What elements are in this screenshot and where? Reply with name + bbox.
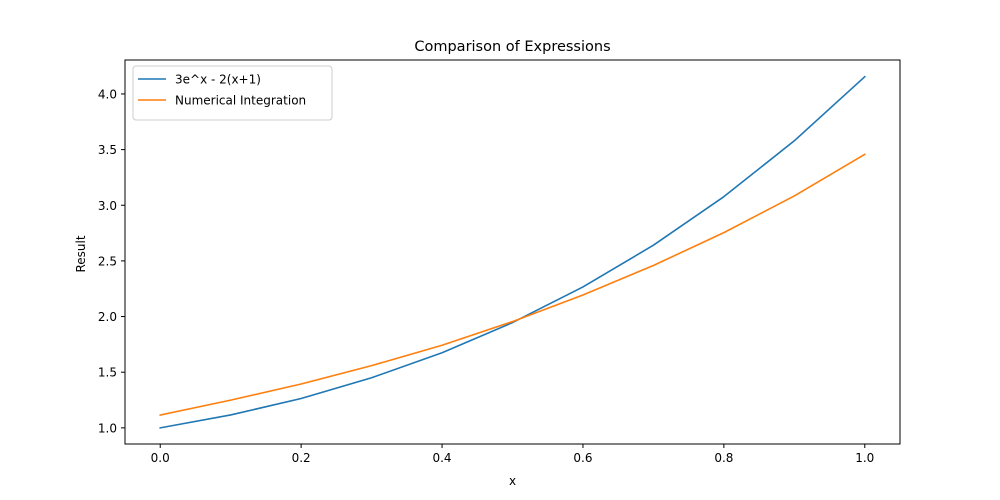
series-layer (159, 75, 866, 429)
x-tick-label: 0.8 (714, 451, 733, 465)
legend-box (132, 65, 333, 121)
x-tick-label: 0.6 (573, 451, 592, 465)
y-axis: 1.0 1.5 2.0 2.5 3.0 3.5 4.0 (98, 87, 125, 435)
x-tick-label: 1.0 (855, 451, 874, 465)
legend-label-1: 3e^x - 2(x+1) (175, 73, 261, 87)
y-tick-label: 1.5 (98, 366, 117, 380)
y-tick-label: 3.5 (98, 143, 117, 157)
y-tick-label: 2.0 (98, 310, 117, 324)
series-line-2 (159, 153, 866, 417)
x-axis-label: x (509, 474, 516, 488)
x-tick-label: 0.2 (292, 451, 311, 465)
chart-title: Comparison of Expressions (414, 39, 610, 55)
legend-label-2: Numerical Integration (175, 94, 306, 108)
y-tick-label: 3.0 (98, 199, 117, 213)
series-line-1 (159, 75, 866, 429)
plot-area-frame (124, 59, 901, 445)
y-tick-label: 4.0 (98, 87, 117, 101)
x-tick-label: 0.0 (151, 451, 170, 465)
y-tick-label: 1.0 (98, 421, 117, 435)
x-tick-label: 0.4 (432, 451, 451, 465)
x-axis: 0.0 0.2 0.4 0.6 0.8 1.0 (151, 444, 874, 465)
y-tick-label: 2.5 (98, 254, 117, 268)
y-axis-label: Result (74, 235, 88, 272)
legend: 3e^x - 2(x+1) Numerical Integration (132, 65, 333, 121)
